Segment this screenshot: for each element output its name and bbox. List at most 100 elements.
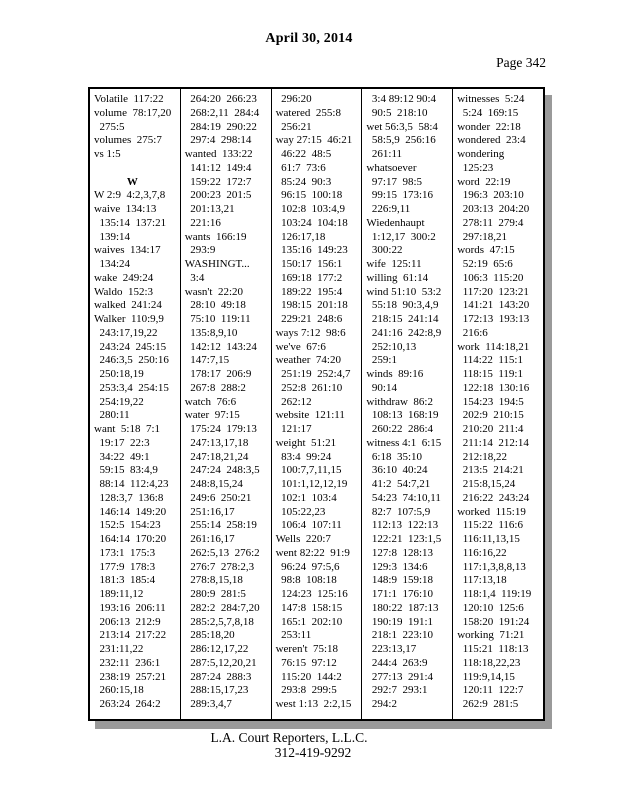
- index-line: 200:23 201:5: [184, 189, 252, 202]
- footer-phone: 312-419-9292: [274, 745, 352, 760]
- index-line: wake 249:24: [94, 271, 154, 284]
- index-line: work 114:18,21: [457, 340, 530, 353]
- index-line: 252:10,13: [366, 340, 417, 353]
- index-line: 116:16,22: [457, 546, 507, 559]
- index-line: 203:13 204:20: [457, 203, 530, 215]
- index-line: 254:19,22: [94, 395, 144, 408]
- index-line: 105:22,23: [275, 505, 326, 518]
- index-line: 218:1 223:10: [366, 629, 434, 642]
- index-line: 278:11 279:4: [457, 216, 524, 229]
- index-line: 280:11: [94, 409, 130, 422]
- index-line: 297:18,21: [457, 230, 507, 243]
- index-line: 212:18,22: [457, 450, 507, 463]
- index-line: wanted 133:22: [184, 148, 253, 160]
- index-line: Wiedenhaupt: [366, 216, 425, 229]
- index-line: website 121:11: [275, 409, 345, 422]
- index-line: 19:17 22:3: [94, 436, 150, 449]
- index-line: 112:13 122:13: [366, 519, 439, 532]
- page-number: Page 342: [496, 55, 546, 70]
- index-line: 250:18,19: [94, 368, 144, 380]
- index-line: 189:11,12: [94, 588, 144, 600]
- word-index-box: Volatile 117:22 volume 78:17,20 275:5 volu…: [88, 87, 545, 721]
- index-line: 135:16 149:23: [275, 244, 348, 257]
- index-line: 165:1 202:10: [275, 615, 343, 628]
- index-line: 108:13 168:19: [366, 409, 439, 422]
- index-line: 229:21 248:6: [275, 313, 343, 325]
- index-line: 247:13,17,18: [184, 436, 249, 449]
- index-line: Volatile 117:22: [94, 93, 164, 105]
- index-line: 277:13 291:4: [366, 670, 434, 683]
- index-line: 178:17 206:9: [184, 368, 252, 380]
- index-line: wind 51:10 53:2: [366, 285, 442, 298]
- index-line: 52:19 65:6: [457, 258, 513, 270]
- index-line: 135:8,9,10: [184, 326, 238, 339]
- index-line: 154:23 194:5: [457, 395, 524, 408]
- index-line: 244:4 263:9: [366, 656, 428, 669]
- index-line: 193:16 206:11: [94, 601, 166, 614]
- index-line: 5:24 169:15: [457, 106, 519, 119]
- index-line: waives 134:17: [94, 244, 161, 257]
- index-line: 173:1 175:3: [94, 546, 156, 559]
- index-line: 175:24 179:13: [184, 423, 257, 435]
- index-line: 289:3,4,7: [184, 698, 232, 710]
- index-line: 75:10 119:11: [184, 313, 251, 325]
- index-line: 284:19 290:22: [184, 120, 257, 133]
- index-line: 287:24 288:3: [184, 670, 252, 683]
- index-line: 122:21 123:1,5: [366, 533, 442, 545]
- index-line: 252:8 261:10: [275, 381, 343, 394]
- index-line: 34:22 49:1: [94, 450, 150, 463]
- index-line: 196:3 203:10: [457, 189, 524, 202]
- index-line: 46:22 48:5: [275, 148, 332, 160]
- index-line: 216:6: [457, 326, 488, 339]
- index-line: 249:6 250:21: [184, 491, 252, 504]
- index-line: 248:8,15,24: [184, 478, 243, 490]
- index-column-3: 296:20 watered 255:8 256:21 way 27:15 46:2…: [272, 89, 363, 719]
- index-line: 213:14 217:22: [94, 629, 167, 642]
- index-line: 218:15 241:14: [366, 313, 439, 325]
- index-line: 221:16: [184, 216, 221, 229]
- index-column-1: Volatile 117:22 volume 78:17,20 275:5 volu…: [90, 89, 181, 719]
- index-line: 147:7,15: [184, 354, 230, 367]
- index-line: 76:15 97:12: [275, 656, 337, 669]
- index-line: 261:11: [366, 148, 403, 160]
- index-line: 3:4: [184, 271, 205, 284]
- index-line: 99:15 173:16: [366, 189, 434, 202]
- index-line: weren't 75:18: [275, 643, 339, 655]
- index-line: 55:18 90:3,4,9: [366, 299, 439, 312]
- index-line: 293:9: [184, 244, 216, 257]
- index-line: 117:13,18: [457, 574, 507, 587]
- index-line: 101:1,12,12,19: [275, 478, 348, 490]
- index-line: [94, 162, 179, 176]
- index-line: 285:18,20: [184, 629, 235, 642]
- index-line: 285:2,5,7,8,18: [184, 615, 254, 628]
- index-line: 181:3 185:4: [94, 574, 156, 587]
- index-line: 297:4 298:14: [184, 134, 252, 147]
- index-line: 147:8 158:15: [275, 601, 343, 614]
- index-line: 125:23: [457, 161, 494, 174]
- index-line: wondered 23:4: [457, 134, 526, 147]
- index-line: 260:15,18: [94, 684, 144, 697]
- index-line: 102:1 103:4: [275, 491, 337, 504]
- index-line: volumes 275:7: [94, 134, 162, 147]
- index-line: 115:20 144:2: [275, 670, 342, 683]
- index-line: 146:14 149:20: [94, 505, 167, 518]
- index-line: 206:13 212:9: [94, 615, 161, 628]
- index-line: W: [126, 175, 138, 188]
- index-line: 215:8,15,24: [457, 478, 516, 490]
- index-line: withdraw 86:2: [366, 395, 433, 408]
- index-line: volume 78:17,20: [94, 106, 172, 119]
- index-line: winds 89:16: [366, 368, 424, 380]
- index-line: wasn't 22:20: [184, 285, 243, 298]
- index-line: 100:7,7,11,15: [275, 464, 342, 477]
- index-line: 223:13,17: [366, 643, 417, 655]
- index-line: 117:1,3,8,8,13: [457, 560, 526, 573]
- index-line: 296:20: [275, 93, 312, 105]
- index-line: 211:14 212:14: [457, 436, 529, 449]
- index-line: WASHINGT...: [184, 258, 250, 270]
- index-line: weight 51:21: [275, 436, 337, 449]
- index-line: 262:9 281:5: [457, 698, 519, 710]
- index-line: 106:3 115:20: [457, 271, 524, 284]
- index-line: 85:24 90:3: [275, 175, 332, 188]
- index-line: 96:15 100:18: [275, 189, 343, 202]
- index-line: word 22:19: [457, 175, 511, 188]
